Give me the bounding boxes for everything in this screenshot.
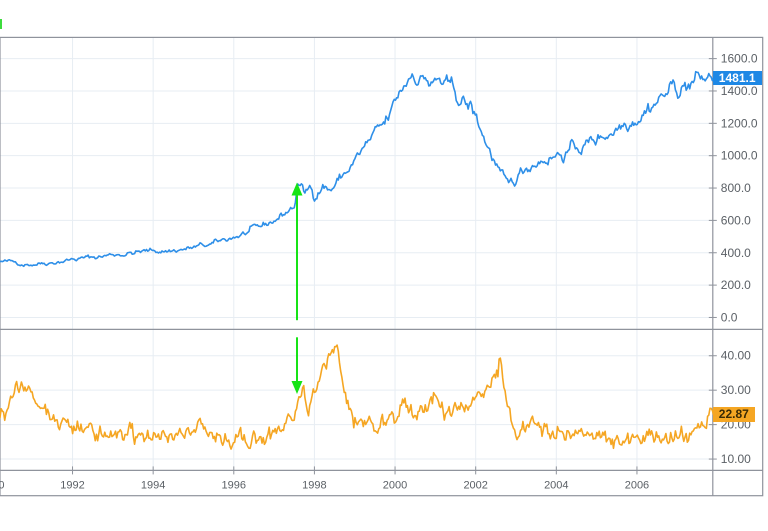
svg-text:1994: 1994 <box>141 479 165 491</box>
svg-text:0.0: 0.0 <box>721 310 738 324</box>
svg-text:30.00: 30.00 <box>721 383 751 397</box>
svg-text:10.00: 10.00 <box>721 452 751 466</box>
svg-text:400.0: 400.0 <box>721 246 751 260</box>
svg-text:800.0: 800.0 <box>721 181 751 195</box>
svg-text:1400.0: 1400.0 <box>721 84 758 98</box>
svg-text:1998: 1998 <box>302 479 326 491</box>
svg-text:1990: 1990 <box>0 479 4 491</box>
svg-text:2006: 2006 <box>625 479 649 491</box>
svg-text:1000.0: 1000.0 <box>721 149 758 163</box>
svg-text:2000: 2000 <box>383 479 407 491</box>
svg-text:600.0: 600.0 <box>721 213 751 227</box>
svg-text:200.0: 200.0 <box>721 278 751 292</box>
svg-text:1996: 1996 <box>222 479 246 491</box>
svg-text:2004: 2004 <box>544 479 568 491</box>
svg-text:1200.0: 1200.0 <box>721 116 758 130</box>
svg-text:1992: 1992 <box>60 479 84 491</box>
svg-text:1600.0: 1600.0 <box>721 52 758 66</box>
svg-text:2002: 2002 <box>463 479 487 491</box>
svg-text:40.00: 40.00 <box>721 349 751 363</box>
